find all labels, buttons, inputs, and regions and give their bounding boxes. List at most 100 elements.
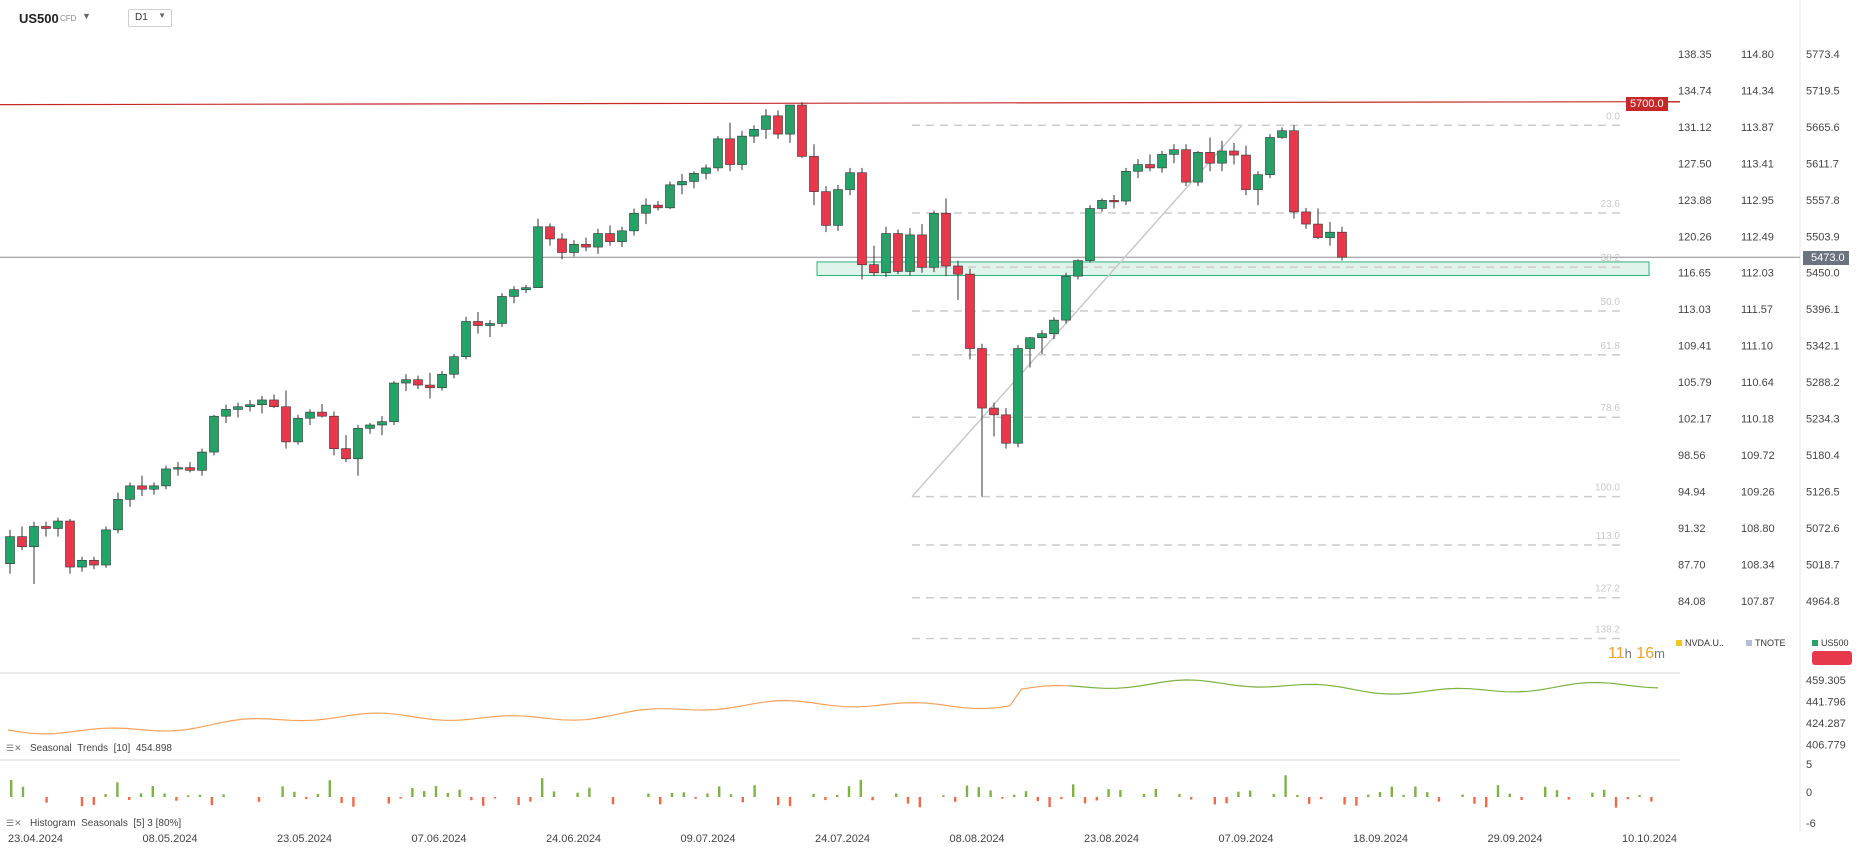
candle-up: [737, 135, 747, 165]
candle-down: [41, 526, 51, 529]
histogram-bar-positive: [552, 791, 556, 797]
tnote-axis-tick: 108.34: [1741, 559, 1775, 571]
close-position-button[interactable]: [1812, 651, 1852, 665]
histogram-bar-positive: [10, 780, 13, 797]
histogram-bar-positive: [895, 793, 898, 797]
pane-settings-icon[interactable]: ☰✕: [6, 743, 22, 753]
candle-down: [17, 536, 27, 548]
us500-axis-tick: 5665.6: [1806, 122, 1840, 134]
candle-up: [101, 529, 111, 566]
candle-down: [269, 399, 279, 408]
candle-up: [485, 323, 495, 326]
histogram-bar-positive: [718, 786, 721, 797]
histogram-bar-positive: [706, 793, 709, 797]
histogram-bar-negative: [387, 797, 390, 804]
candle-up: [569, 244, 579, 253]
histogram-bar-positive: [682, 792, 685, 797]
candle-down: [185, 467, 195, 471]
legend-tnote[interactable]: TNOTE: [1746, 638, 1786, 648]
histogram-bar-positive: [104, 794, 107, 797]
candle-up: [1265, 137, 1275, 175]
histogram-bar-negative: [1355, 797, 1358, 806]
candle-down: [1145, 164, 1155, 169]
histogram-bar-positive: [458, 789, 461, 797]
candle-up: [377, 421, 387, 426]
us500-axis-tick: 5611.7: [1806, 158, 1839, 170]
histogram-bar-positive: [576, 792, 579, 797]
candle-up: [5, 536, 15, 564]
fib-level-label: 61.8: [1601, 341, 1621, 352]
nvda-axis-tick: 120.26: [1678, 231, 1712, 243]
candle-up: [749, 129, 759, 137]
histogram-bar-negative: [1048, 797, 1051, 808]
nvda-axis-tick: 94.94: [1678, 486, 1706, 498]
histogram-bar-positive: [1237, 791, 1240, 797]
us500-axis-tick: 5503.9: [1806, 231, 1840, 243]
candle-down: [989, 407, 999, 416]
histogram-bar-positive: [1072, 784, 1075, 797]
histogram-bar-positive: [1284, 775, 1287, 797]
candle-up: [113, 499, 123, 531]
histogram-bar-negative: [210, 797, 213, 806]
histogram-bar-positive: [1296, 794, 1299, 797]
histogram-bar-negative: [1060, 797, 1063, 800]
histogram-bar-positive: [446, 792, 449, 797]
fib-level-label: 23.6: [1601, 199, 1621, 210]
histogram-bar-negative: [1036, 797, 1039, 802]
timeframe-select[interactable]: D1 ▼: [128, 9, 172, 27]
candle-down: [1301, 211, 1311, 225]
candle-down: [725, 138, 735, 165]
chevron-down-icon[interactable]: ▼: [82, 11, 91, 21]
symbol-name[interactable]: US500: [19, 11, 59, 26]
candle-up: [29, 526, 39, 548]
candle-up: [1037, 333, 1047, 339]
candle-down: [341, 448, 351, 460]
fib-level-label: 113.0: [1596, 531, 1621, 542]
fib-retracement: 0.0 23.6 38.2 50.0 61.8 78.6 100.0 113.0 127.2 13…: [911, 111, 1625, 640]
histogram-bar-positive: [222, 794, 225, 797]
histogram-bar-negative: [918, 797, 921, 808]
candle-up: [701, 167, 711, 174]
candle-down: [953, 265, 963, 275]
tnote-axis-tick: 112.49: [1741, 231, 1774, 243]
candle-down: [425, 384, 435, 389]
candle-down: [605, 233, 615, 242]
us500-axis-tick: 5719.5: [1806, 85, 1840, 97]
histogram-bar-positive: [588, 787, 591, 797]
pane-settings-icon[interactable]: ☰✕: [6, 818, 22, 828]
tnote-axis-tick: 113.41: [1741, 158, 1774, 170]
candle-up: [221, 409, 231, 417]
candle-down: [1241, 154, 1251, 190]
candle-up: [1121, 171, 1131, 202]
us500-axis-tick: 5234.3: [1806, 414, 1840, 426]
candle-up: [665, 184, 675, 209]
seasonal-value: 454.898: [135, 743, 172, 754]
histogram-bar-positive: [1390, 786, 1393, 797]
candle-up: [449, 356, 459, 375]
candle-up: [1253, 174, 1263, 190]
candle-up: [833, 189, 843, 226]
nvda-axis-tick: 131.12: [1678, 122, 1712, 134]
histogram-bar-negative: [1520, 797, 1523, 800]
date-axis-tick: 07.09.2024: [1219, 833, 1274, 845]
histogram-indicator: Seasonals: [81, 818, 128, 829]
legend-nvda[interactable]: NVDA.U..: [1676, 638, 1724, 648]
histogram-axis-tick: 5: [1806, 759, 1812, 771]
histogram-bar-positive: [1544, 786, 1547, 797]
tnote-axis-tick: 108.80: [1741, 523, 1775, 535]
legend-us500[interactable]: US500: [1812, 638, 1849, 648]
histogram-bar-negative: [175, 797, 178, 801]
histogram-bar-negative: [1567, 797, 1570, 800]
date-axis-tick: 09.07.2024: [681, 833, 736, 845]
date-axis-tick: 23.04.2024: [8, 833, 63, 845]
histogram-bar-positive: [281, 786, 284, 797]
candle-down: [65, 520, 75, 568]
us500-axis-tick: 5450.0: [1806, 268, 1840, 280]
histogram-bar-negative: [1437, 797, 1441, 802]
candle-up: [845, 172, 855, 190]
nvda-axis-tick: 116.65: [1678, 268, 1711, 280]
candle-down: [653, 204, 663, 209]
histogram-bar-positive: [753, 785, 756, 797]
candle-up: [929, 212, 939, 268]
